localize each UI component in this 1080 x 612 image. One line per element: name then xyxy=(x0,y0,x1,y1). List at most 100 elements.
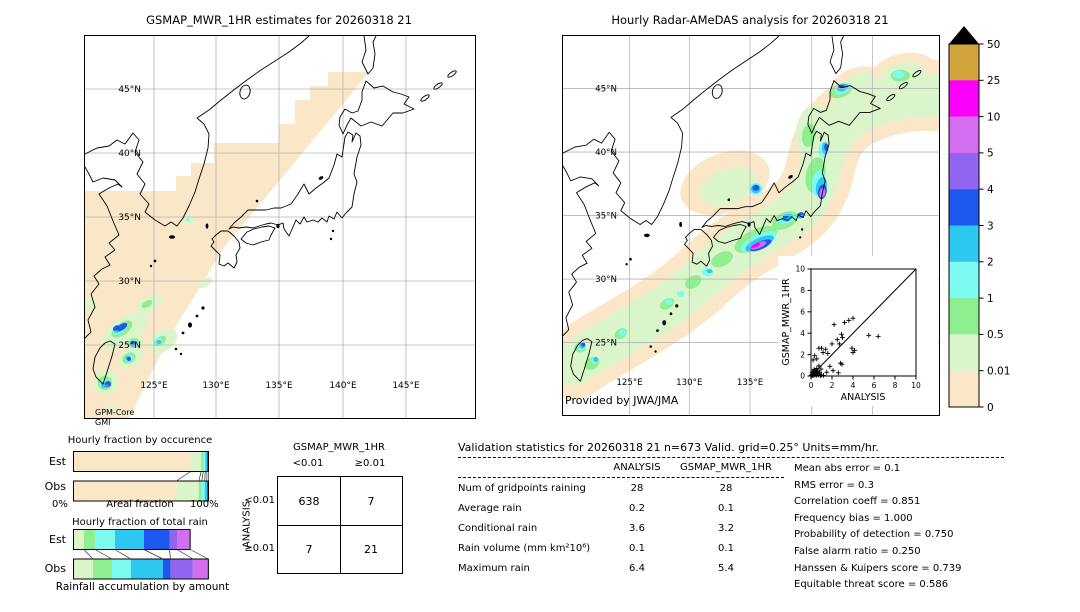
contingency-grid: 638 7 7 21 xyxy=(277,476,403,574)
obs-bar-segment xyxy=(93,559,112,579)
segment-connector xyxy=(83,549,94,560)
contingency-col-label: <0.01 xyxy=(292,458,324,469)
colorbar-segment xyxy=(949,298,979,335)
stats-row: Num of gridpoints raining 28 28 xyxy=(458,478,784,498)
totalrain-bars-svg xyxy=(73,529,209,580)
segment-connector xyxy=(169,549,171,560)
lat-tick-label: 40°N xyxy=(118,149,141,159)
obs-bar-segment xyxy=(176,481,199,501)
segment-connector xyxy=(201,471,204,482)
gridlines xyxy=(85,36,475,418)
colorbar-tick-label: 5 xyxy=(987,148,994,160)
obs-bar-segment xyxy=(204,481,207,501)
est-bar-segment xyxy=(73,451,191,472)
lat-tick-label: 30°N xyxy=(595,275,617,285)
est-bar-frame xyxy=(73,529,191,550)
stat-metric: Frequency bias = 1.000 xyxy=(794,512,913,524)
totalrain-obs-label: Obs xyxy=(44,562,66,575)
satellite-swath xyxy=(85,72,369,418)
colorbar-tick-label: 25 xyxy=(987,75,1000,87)
left-map-title: GSMAP_MWR_1HR estimates for 20260318 21 xyxy=(146,13,412,27)
obs-bar-segment xyxy=(162,559,171,579)
colorbar-segment xyxy=(949,152,979,190)
stats-cell: 3.2 xyxy=(718,522,734,534)
stats-col-analysis: ANALYSIS xyxy=(613,462,661,473)
stats-row: Rain volume (mm km²10⁶) 0.1 0.1 xyxy=(458,538,784,558)
colorbar-tick-label: 50 xyxy=(987,39,1000,51)
lon-tick-label: 135°E xyxy=(265,381,293,391)
est-bar-segment xyxy=(114,529,144,550)
scatter-inset: 0 2 4 6 8 10 0 2 4 6 8 10 ANALYSIS GSMAP_MWR_1HR xyxy=(778,256,938,406)
segment-connector xyxy=(114,549,132,560)
colorbar-tick-label: 2 xyxy=(987,257,994,269)
obs-bar-segment xyxy=(206,481,209,501)
stats-metrics: Mean abs error = 0.1 RMS error = 0.3 Corre… xyxy=(794,458,961,594)
est-bar-segment xyxy=(201,451,204,472)
stats-cell: Maximum rain xyxy=(458,562,530,574)
contingency-row-label: <0.01 xyxy=(244,495,275,506)
gridlines xyxy=(563,36,939,415)
inset-x-tick-label: 6 xyxy=(872,381,877,390)
est-bar-segment xyxy=(206,451,209,472)
lat-tick-label: 45°N xyxy=(595,84,617,94)
satellite-source-note: GPM-Core GMI xyxy=(95,408,134,427)
right-map: 45°N 40°N 35°N 30°N 25°N 125°E 130°E 135°E Prov… xyxy=(562,35,940,416)
contingency-cell: 21 xyxy=(364,542,378,556)
contingency-row-label: ≥0.01 xyxy=(244,543,275,554)
inset-x-tick-label: 0 xyxy=(809,381,814,390)
stat-metric: Mean abs error = 0.1 xyxy=(794,463,901,474)
lon-tick-label: 140°E xyxy=(329,381,357,391)
stats-cell: Average rain xyxy=(458,502,522,514)
est-bar-segment xyxy=(169,529,178,550)
stats-cell: 0.1 xyxy=(629,542,645,554)
totalrain-bars xyxy=(73,529,210,581)
segment-connector xyxy=(204,471,206,482)
contingency-row-group: ANALYSIS xyxy=(241,500,253,549)
segment-connector xyxy=(143,549,164,560)
colorbar-segment xyxy=(949,225,979,262)
obs-bar-segment xyxy=(192,559,209,579)
est-bar-segment xyxy=(205,451,207,472)
colorbar-segment xyxy=(949,80,979,117)
lat-tick-label: 25°N xyxy=(118,341,141,351)
inset-y-tick-label: 0 xyxy=(800,372,805,381)
segment-connector xyxy=(176,549,194,560)
obs-bar-frame xyxy=(73,480,209,502)
colorbar-tick-label: 1 xyxy=(987,293,994,305)
stats-header: Validation statistics for 20260318 21 n=… xyxy=(458,441,1004,458)
lon-tick-label: 130°E xyxy=(676,378,702,388)
obs-bar-segment xyxy=(73,559,94,579)
colorbar-svg: 50 25 10 5 4 3 2 1 0.5 0.01 0 xyxy=(948,26,1010,414)
totalrain-est-label: Est xyxy=(49,533,66,546)
inset-x-tick-label: 10 xyxy=(911,381,921,390)
obs-bar-segment xyxy=(111,559,131,579)
contingency-cell: 7 xyxy=(340,477,402,526)
lat-tick-label: 35°N xyxy=(595,211,617,221)
stats-cell: Conditional rain xyxy=(458,522,538,534)
inset-y-tick-label: 10 xyxy=(795,265,805,274)
colorbar-tick-label: 0 xyxy=(987,402,994,414)
contingency-cell: 638 xyxy=(278,477,341,526)
stat-metric: False alarm ratio = 0.250 xyxy=(794,545,921,557)
colorbar-segment xyxy=(949,116,979,154)
segment-connector xyxy=(94,549,113,560)
stats-cell: 3.6 xyxy=(629,522,645,534)
occurrence-title: Hourly fraction by occurence xyxy=(67,435,213,446)
contingency-col-group: GSMAP_MWR_1HR xyxy=(293,442,385,453)
colorbar-tick-label: 3 xyxy=(987,220,994,232)
stats-cell: Rain volume (mm km²10⁶) xyxy=(458,542,591,554)
colorbar-tick-label: 4 xyxy=(987,184,994,196)
stats-cell: 5.4 xyxy=(718,562,734,574)
lat-tick-label: 35°N xyxy=(118,213,141,223)
occurrence-est-label: Est xyxy=(49,455,66,468)
lat-tick-label: 25°N xyxy=(595,338,617,348)
stat-metric: Hanssen & Kuipers score = 0.739 xyxy=(794,562,962,574)
lat-tick-label: 40°N xyxy=(595,148,617,158)
colorbar-segment xyxy=(949,334,979,371)
est-bar-segment xyxy=(190,451,202,472)
stats-cell: Num of gridpoints raining xyxy=(458,482,586,494)
lat-tick-label: 45°N xyxy=(118,85,141,95)
stats-cell: 28 xyxy=(630,482,644,494)
contingency-cell: 7 xyxy=(278,525,341,573)
est-bar-segment xyxy=(203,451,206,472)
